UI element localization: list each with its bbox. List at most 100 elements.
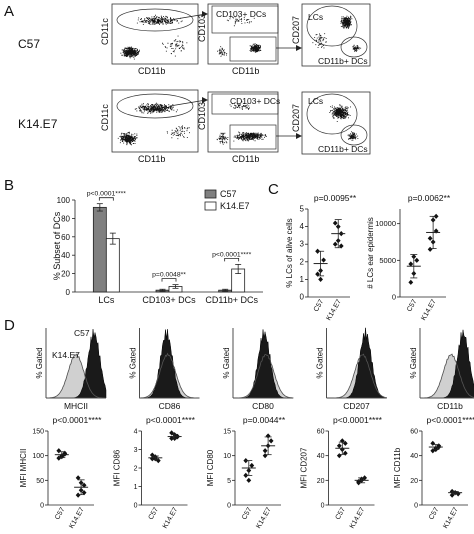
gating-arrows-row1 [169,11,302,51]
legend-swatch [204,201,217,211]
chart-c1-percent-lcs: 0 1 2 3 4 5 % LCs of alive cells C57 K14.E7 p=0.0… [285,193,357,322]
flow-dot-cloud [329,104,359,141]
mfi-plot-4: 0 20 40 60 MFI CD11b C57 K14.E7 p<0.0001**** [393,415,474,530]
y-tick-label: 0 [66,288,71,297]
legend-swatch [204,189,217,199]
y-tick-label: 20 [317,478,325,485]
y-axis-label: % LCs of alive cells [285,218,294,287]
flow-xlabel: CD11b [138,66,165,76]
flow-dot-cloud [312,15,362,52]
histogram-cd86: % Gated CD86 [129,328,200,411]
y-tick-label: 4 [134,429,138,436]
mfi-plot-1: 0 1 2 3 4 MFI CD86 C57 K14.E7 p<0.0001**** [113,415,196,530]
y-axis-label: MFI CD11b [393,447,402,488]
p-value-annotation: p=0.0044** [243,415,286,425]
x-category-label: K14.E7 [68,506,86,529]
y-axis-label: MFI CD80 [206,449,215,486]
panel-label-d: D [4,317,15,334]
y-tick-label: 20 [61,270,70,279]
flow-plot-a4-cd11c: CD11c CD11b [100,89,199,164]
y-tick-label: 0 [134,503,138,510]
y-tick-label: 100 [32,453,44,460]
legend-label: K14.E7 [220,201,250,211]
x-category-label: K14.E7 [349,506,367,529]
x-axis-label: CD86 [159,401,181,411]
histogram-k14e7-outline [139,352,200,399]
data-point [75,475,81,481]
x-category-label: C57 [54,506,67,521]
flow-dot-cloud [120,14,188,60]
gate-label-lcs: LCs [308,12,323,22]
data-point [75,492,81,498]
x-category-label: K14.E7 [162,506,180,529]
flow-plot-a2-cd103: CD103+ DCs CD103 CD11b [197,3,279,76]
gate-label-cd103-dcs: CD103+ DCs [216,9,266,19]
y-tick-label: 5000 [379,256,396,265]
y-axis-label: MFI CD207 [300,447,309,488]
x-category-label: K14.E7 [420,298,438,321]
data-point [56,455,62,461]
data-point [149,452,155,458]
data-point [332,241,338,247]
flow-xlabel: CD11b [138,154,165,164]
bar-c57 [92,206,107,293]
flow-ylabel: CD11c [100,104,110,131]
x-axis-label: MHCII [64,401,88,411]
legend-label: C57 [220,189,237,199]
chart-b-subset-bars: 0 20 40 60 80 100 % Subset of DCs LCs p<0.0001**… [52,189,263,305]
flow-plot-a3-cd207: LCs CD11b+ DCs CD207 [291,3,371,67]
data-point [246,477,252,483]
histogram-cd11b: % Gated CD11b [409,328,474,411]
legend-label-c57: C57 [74,328,90,338]
flow-xlabel: CD11b [232,154,259,164]
p-value-annotation: p=0.0048** [152,272,186,279]
data-point [336,453,342,459]
y-axis-label: MFI MHCII [19,449,28,488]
data-point [342,450,348,456]
y-tick-label: 5 [227,478,231,485]
y-tick-label: 2 [300,257,305,266]
y-tick-label: 40 [61,251,70,260]
histogram-cd80: % Gated CD80 [222,328,294,411]
x-category-label: LCs [98,295,115,305]
flow-ylabel: CD11c [100,18,110,45]
gate-label-cd103-dcs: CD103+ DCs [230,96,280,106]
y-tick-label: 1 [134,484,138,491]
y-tick-label: 0 [40,503,44,510]
data-point [81,490,87,496]
gate-label-cd11b-dcs: CD11b+ DCs [318,56,368,66]
y-tick-label: 0 [392,293,396,302]
flow-plot-a1-cd11c: CD11c CD11b [100,3,199,76]
y-tick-label: 2 [134,466,138,473]
y-tick-label: 20 [410,478,418,485]
y-axis-label: MFI CD86 [113,449,122,486]
data-point [332,220,338,226]
histogram-k14e7-outline [233,354,294,399]
legend-label-k14e7: K14.E7 [52,350,80,360]
flow-dot-cloud [217,16,262,57]
y-tick-label: 100 [57,196,71,205]
chart-d-histograms: % Gated MHCII C57 K14.E7 % Gated CD86 % Gated C… [35,327,474,411]
x-category-label: C57 [428,506,441,521]
flow-ylabel: CD207 [291,104,301,132]
y-axis-label: # LCs ear epidermis [366,217,375,289]
y-tick-label: 1 [300,275,305,284]
x-axis-label: CD11b [437,401,463,411]
y-tick-label: 40 [410,453,418,460]
y-axis-label: % Gated [35,347,44,378]
y-tick-label: 0 [414,503,418,510]
y-tick-label: 4 [300,222,305,231]
histogram-c57-area [139,329,200,399]
y-axis-label: % Gated [409,347,418,378]
p-value-annotation: p=0.0062** [408,193,451,203]
x-category-label: K14.E7 [442,506,460,529]
data-point [430,440,436,446]
data-point [408,279,414,285]
histogram-k14e7-outline [326,353,387,399]
data-point [268,438,274,444]
data-point [262,448,268,454]
significance-bracket [224,258,240,262]
x-category-label: K14.E7 [325,298,343,321]
data-point [356,478,362,485]
y-tick-label: 60 [410,429,418,436]
